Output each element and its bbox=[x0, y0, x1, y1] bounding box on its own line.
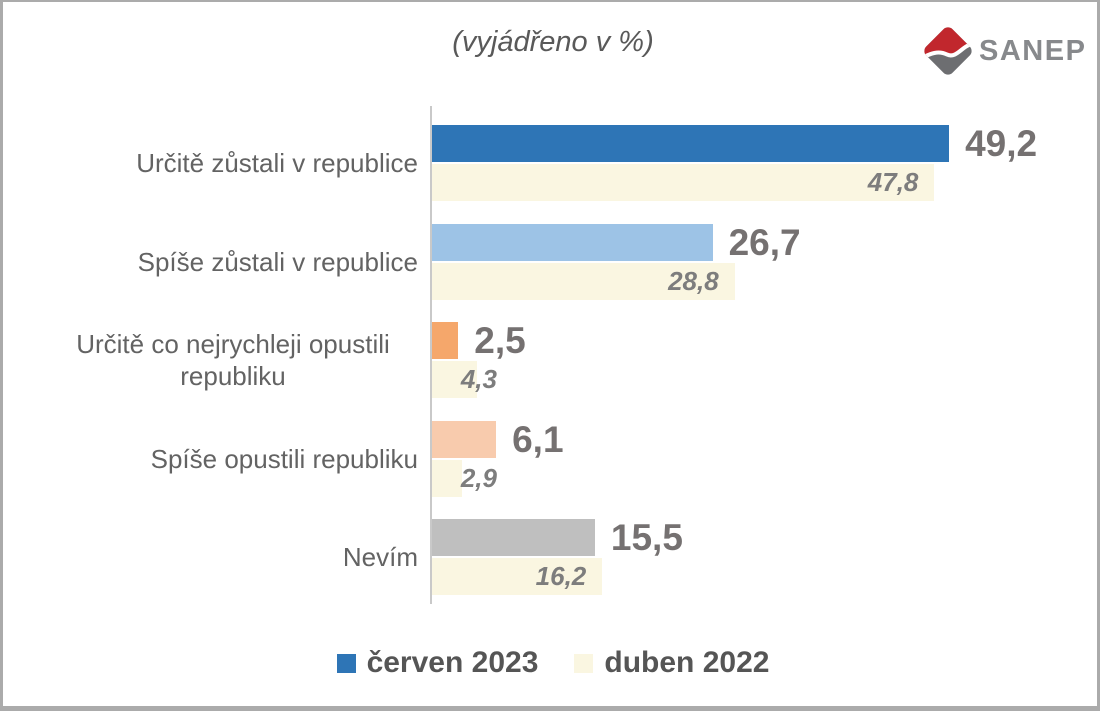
bar-cerven-2023 bbox=[432, 125, 949, 162]
value-label-cerven-2023: 49,2 bbox=[965, 122, 1038, 164]
chart-title: (vyjádřeno v %) bbox=[452, 26, 654, 58]
value-label-cerven-2023: 6,1 bbox=[512, 418, 564, 460]
value-label-duben-2022: 4,3 bbox=[460, 364, 497, 394]
category-axis-line bbox=[430, 106, 432, 604]
bar-duben-2022 bbox=[432, 263, 735, 300]
sanep-logo-text: SANEP bbox=[979, 34, 1087, 67]
legend-swatch-icon bbox=[336, 653, 356, 673]
bar-cerven-2023 bbox=[432, 322, 458, 359]
bar-duben-2022 bbox=[432, 558, 602, 595]
legend-item-duben-2022: duben 2022 bbox=[574, 646, 769, 680]
bar-cerven-2023 bbox=[432, 519, 595, 556]
category-label: Nevím bbox=[342, 541, 418, 572]
bar-duben-2022 bbox=[432, 361, 477, 398]
value-label-cerven-2023: 26,7 bbox=[728, 221, 801, 263]
category-label: Spíše opustili republiku bbox=[150, 443, 418, 474]
sanep-logo: SANEP bbox=[919, 20, 1089, 82]
category-label: Určitě co nejrychleji opustili republiku bbox=[76, 328, 390, 392]
legend-item-cerven-2023: červen 2023 bbox=[336, 646, 539, 680]
legend-label: červen 2023 bbox=[366, 646, 539, 679]
value-label-duben-2022: 2,9 bbox=[460, 463, 497, 493]
legend: červen 2023 duben 2022 bbox=[3, 640, 1097, 686]
value-label-duben-2022: 28,8 bbox=[668, 266, 719, 296]
value-label-cerven-2023: 15,5 bbox=[610, 516, 683, 558]
bar-cerven-2023 bbox=[432, 224, 713, 261]
sanep-logo-icon bbox=[921, 24, 975, 78]
category-label: Spíše zůstali v republice bbox=[137, 246, 418, 277]
bar-cerven-2023 bbox=[432, 421, 496, 458]
category-label: Určitě zůstali v republice bbox=[136, 147, 418, 178]
value-label-cerven-2023: 2,5 bbox=[474, 319, 526, 361]
legend-label: duben 2022 bbox=[604, 646, 770, 679]
bar-duben-2022 bbox=[432, 460, 462, 497]
bar-duben-2022 bbox=[432, 164, 934, 201]
value-label-duben-2022: 16,2 bbox=[535, 561, 587, 591]
value-label-duben-2022: 47,8 bbox=[867, 167, 919, 197]
legend-swatch-icon bbox=[574, 653, 594, 673]
